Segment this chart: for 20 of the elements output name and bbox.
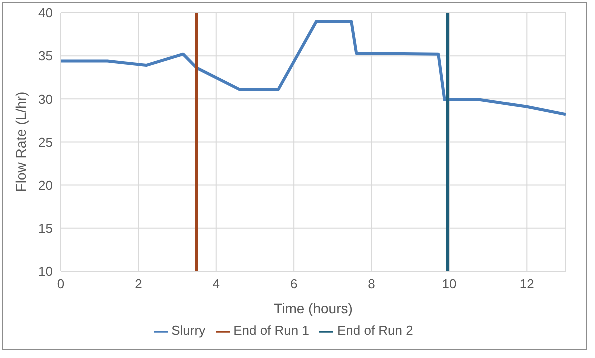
legend-label: End of Run 1 (234, 323, 310, 338)
x-tick-label: 12 (520, 276, 534, 292)
line-series (61, 20, 566, 116)
x-tick-label: 2 (135, 276, 142, 292)
x-tick-label: 4 (212, 276, 220, 292)
x-tick-label: 6 (290, 276, 298, 292)
y-axis-title: Flow Rate (L/hr) (12, 92, 29, 192)
y-tick-label: 15 (38, 220, 53, 236)
x-tick-label: 10 (442, 276, 457, 292)
x-tick-label: 0 (57, 276, 65, 292)
legend-label: Slurry (172, 323, 206, 338)
y-tick-label: 40 (38, 6, 53, 21)
x-axis-title: Time (hours) (274, 300, 353, 316)
x-tick-label: 8 (368, 276, 376, 292)
y-tick-label: 20 (38, 178, 53, 193)
y-tick-label: 30 (38, 92, 53, 107)
legend-label: End of Run 2 (337, 323, 414, 338)
y-tick-label: 25 (38, 134, 53, 150)
y-tick-label: 35 (38, 48, 53, 64)
y-tick-label: 10 (38, 264, 53, 280)
